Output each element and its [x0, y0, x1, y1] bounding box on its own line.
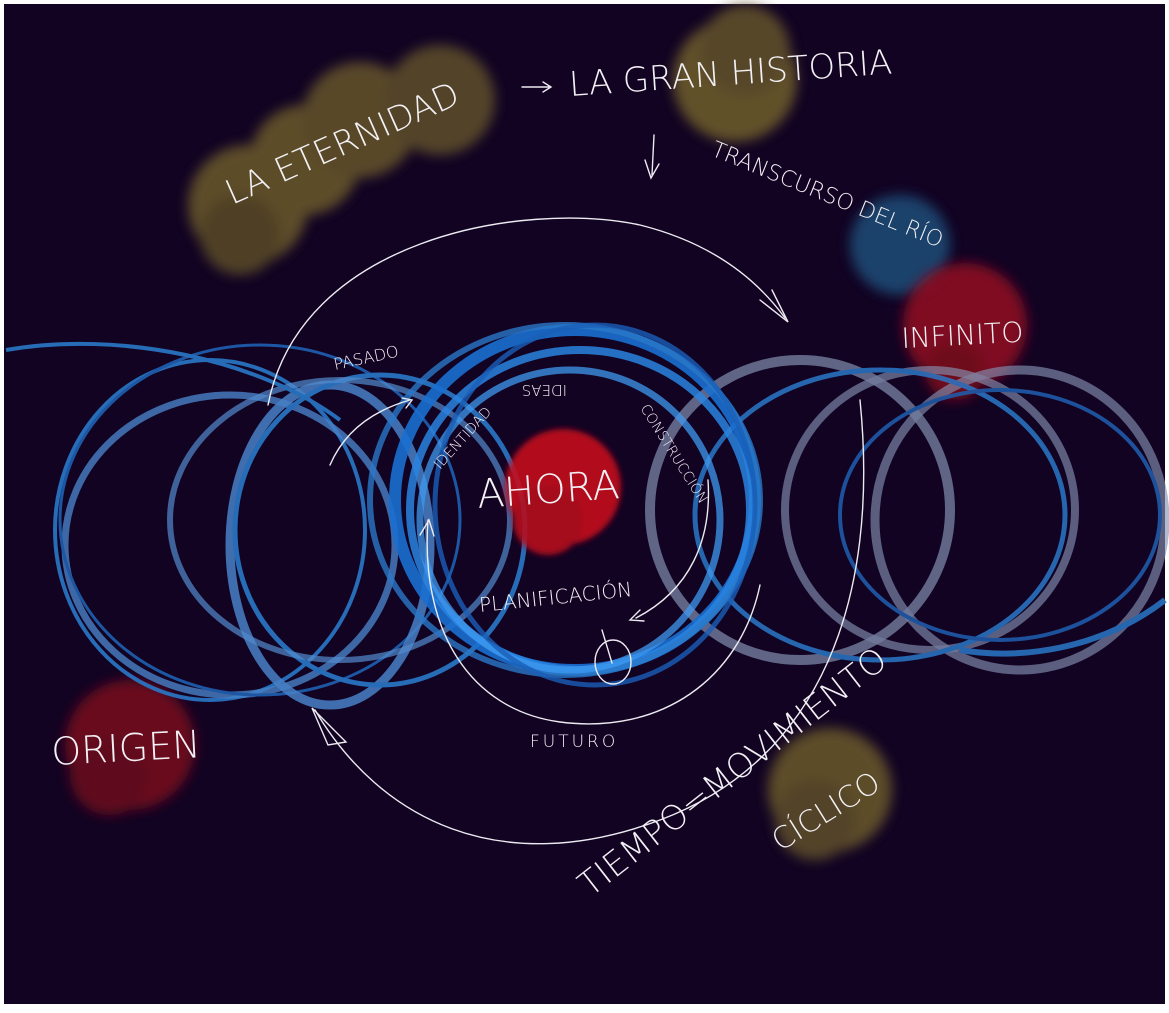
- label-origen: ORIGEN: [50, 722, 202, 774]
- identidad-arrowhead: [401, 397, 414, 409]
- clock-circle-icon: [594, 639, 632, 685]
- label-ideas: IDEAS: [522, 381, 567, 399]
- origen-blob: [65, 680, 195, 815]
- label-futuro: FUTURO: [530, 732, 618, 752]
- historia-blob: [673, 5, 797, 142]
- white-strokes: [267, 81, 865, 845]
- inner-arc-arrowhead: [419, 518, 435, 537]
- ciclico-blob: [768, 728, 892, 860]
- eternidad-blobs: [188, 45, 495, 275]
- outer-arc-arrowhead: [311, 707, 348, 746]
- top-arc-arrowhead: [759, 289, 789, 323]
- identidad-arc: [329, 399, 411, 466]
- clock-hand: [601, 629, 613, 664]
- rio-blob: [850, 195, 950, 295]
- top-arc: [267, 217, 786, 406]
- hand-drawn-arrow-down-icon: [644, 134, 660, 180]
- hand-drawn-arrow-right-icon: [521, 81, 553, 93]
- outer-arc: [314, 399, 865, 845]
- ahora-blob: [505, 429, 621, 555]
- label-ahora: AHORA: [475, 462, 620, 518]
- rings-right: [645, 355, 1169, 675]
- construccion-arrowhead: [628, 609, 645, 622]
- rings-center: [367, 322, 763, 688]
- inner-arc: [426, 519, 761, 725]
- label-infinito: INFINITO: [901, 316, 1024, 355]
- construccion-arc: [635, 479, 710, 619]
